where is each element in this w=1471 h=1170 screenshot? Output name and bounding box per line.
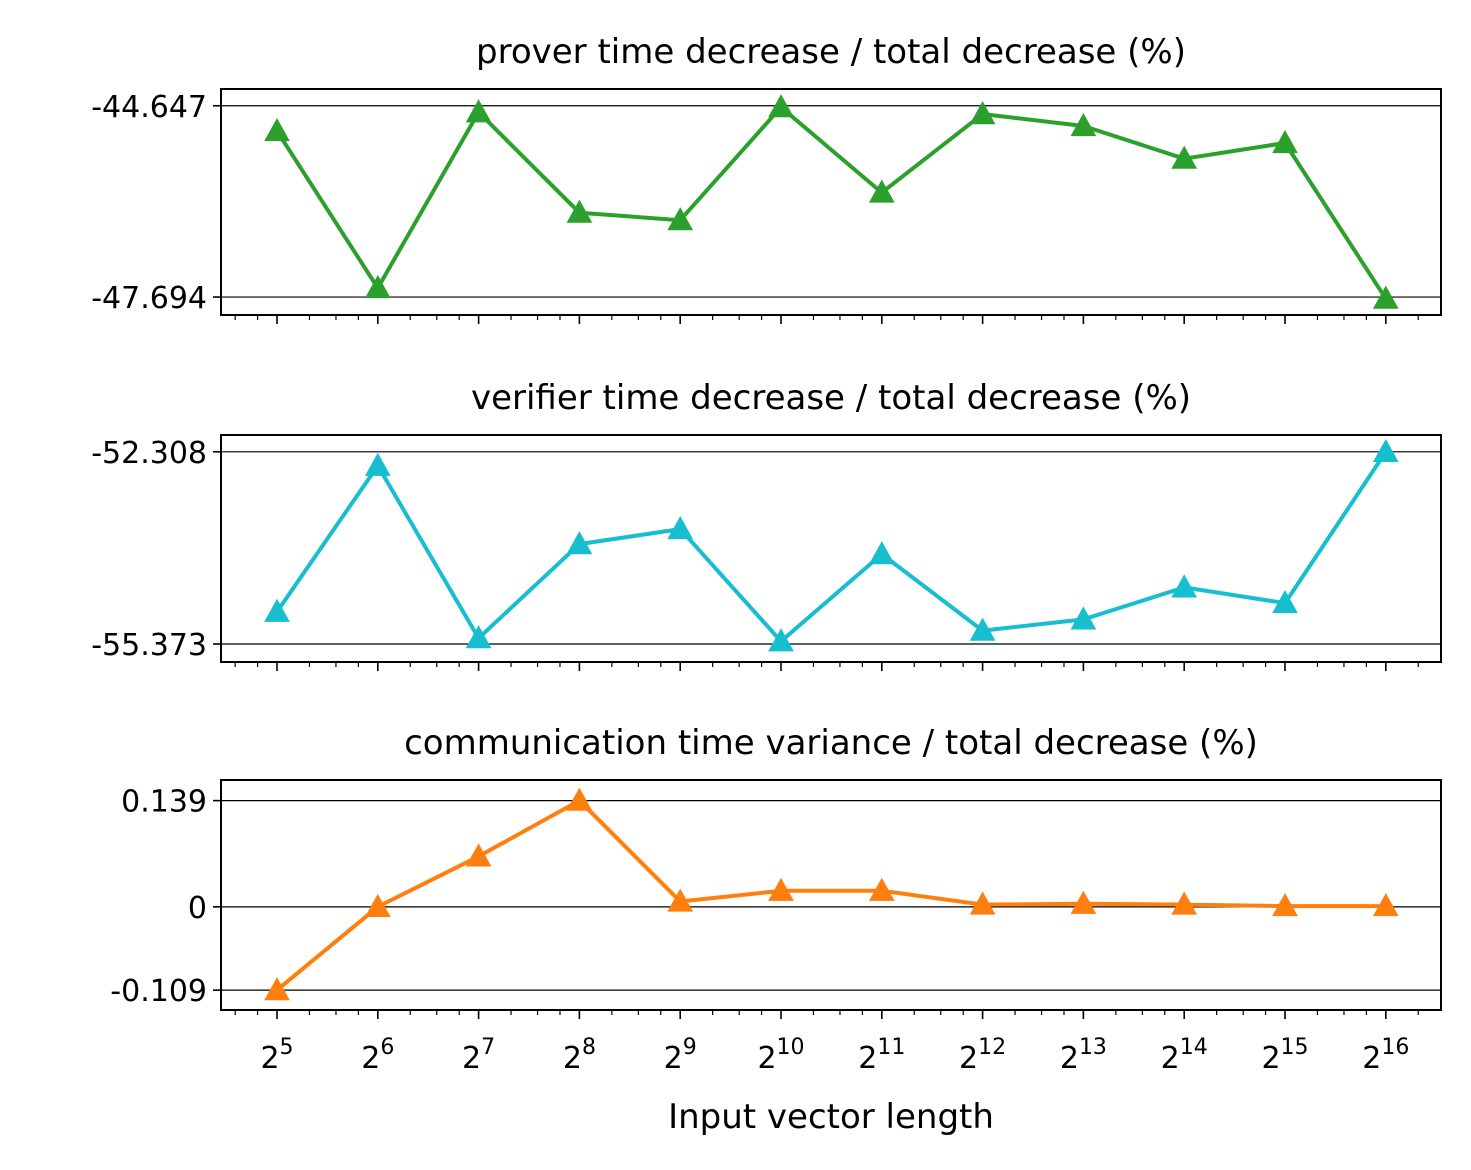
x-tick-label: 215 — [1261, 1035, 1308, 1076]
data-point — [566, 787, 593, 811]
data-point — [264, 598, 290, 622]
data-point — [868, 877, 895, 901]
data-point — [465, 99, 492, 123]
data-point — [264, 977, 290, 1001]
axes-frame — [220, 434, 1442, 663]
subplot-title: verifier time decrease / total decrease … — [471, 378, 1191, 418]
data-point — [969, 101, 996, 125]
data-point — [667, 888, 694, 912]
axes-frame — [220, 88, 1442, 316]
data-point — [1272, 590, 1298, 614]
x-tick-label: 212 — [959, 1035, 1006, 1076]
subplot-2: verifier time decrease / total decrease … — [91, 378, 1442, 671]
data-point — [969, 617, 996, 641]
data-point — [768, 94, 794, 118]
x-tick-label: 26 — [361, 1035, 394, 1076]
x-tick-label: 28 — [563, 1035, 596, 1076]
subplot-3: communication time variance / total decr… — [110, 723, 1442, 1137]
data-point — [1171, 574, 1198, 598]
data-point — [1372, 893, 1399, 917]
data-point — [264, 118, 290, 142]
data-point — [364, 274, 391, 299]
data-point — [1372, 438, 1399, 463]
data-point — [868, 541, 895, 565]
data-point — [566, 531, 593, 555]
subplot-title: communication time variance / total decr… — [404, 723, 1258, 763]
data-point — [1372, 285, 1399, 309]
y-tick-label: -44.647 — [91, 90, 207, 125]
y-tick-label: -55.373 — [91, 628, 207, 663]
data-point — [1171, 891, 1198, 915]
x-axis-label: Input vector length — [668, 1097, 994, 1137]
y-tick-label: -47.694 — [91, 281, 207, 316]
data-point — [868, 179, 895, 203]
x-tick-label: 29 — [664, 1035, 697, 1076]
data-point — [566, 199, 593, 223]
data-point — [667, 516, 694, 540]
data-point — [364, 893, 391, 917]
x-tick-label: 210 — [757, 1035, 804, 1076]
x-tick-label: 25 — [260, 1035, 293, 1076]
x-tick-label: 211 — [858, 1035, 905, 1076]
y-tick-label: -52.308 — [91, 436, 207, 471]
data-point — [768, 877, 794, 901]
x-tick-label: 27 — [462, 1035, 495, 1076]
series-line — [275, 105, 1388, 300]
data-point — [1070, 890, 1097, 914]
series-line — [275, 450, 1388, 644]
data-point — [1070, 113, 1097, 137]
data-point — [1070, 606, 1097, 630]
data-point — [667, 207, 694, 231]
data-point — [1272, 129, 1298, 154]
y-tick-label: 0.139 — [121, 785, 207, 820]
data-point — [768, 628, 794, 652]
data-point — [465, 843, 492, 867]
x-tick-label: 214 — [1161, 1035, 1208, 1076]
subplot-1: prover time decrease / total decrease (%… — [91, 32, 1442, 324]
subplot-title: prover time decrease / total decrease (%… — [476, 32, 1186, 72]
data-point — [1171, 145, 1198, 169]
data-point — [1272, 893, 1298, 917]
y-tick-label: -0.109 — [110, 974, 207, 1009]
x-tick-label: 213 — [1060, 1035, 1107, 1076]
data-point — [465, 625, 492, 649]
data-point — [364, 452, 391, 476]
data-point — [969, 891, 996, 915]
x-tick-label: 216 — [1362, 1035, 1409, 1076]
y-tick-label: 0 — [188, 891, 207, 926]
axes-frame — [220, 779, 1442, 1011]
series-line — [275, 798, 1386, 992]
